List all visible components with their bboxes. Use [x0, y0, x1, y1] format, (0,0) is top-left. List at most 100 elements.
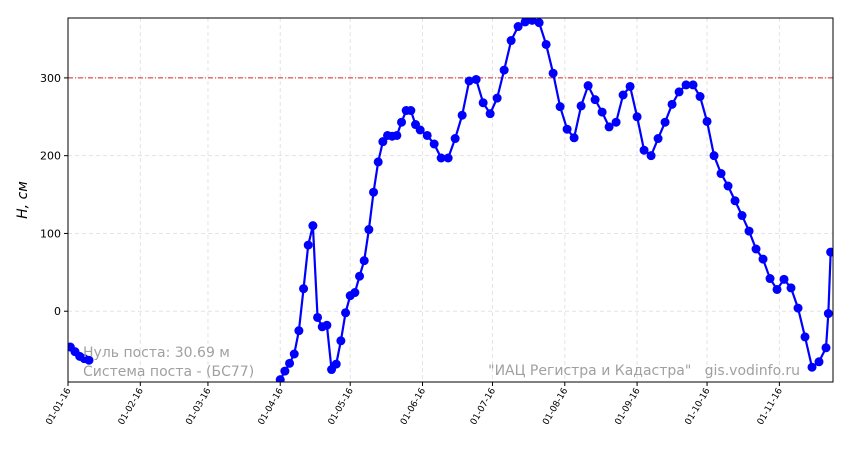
data-point [506, 36, 516, 46]
y-tick-label: 0 [54, 305, 61, 318]
data-point [639, 145, 649, 155]
data-point [373, 157, 383, 167]
plot-area [68, 18, 833, 382]
y-tick-label: 200 [40, 150, 61, 163]
data-point [723, 181, 733, 191]
data-point [364, 225, 374, 235]
data-point [821, 343, 831, 353]
data-point [406, 106, 416, 116]
data-point [443, 153, 453, 163]
data-point [359, 256, 369, 266]
data-point [618, 90, 628, 100]
data-point [625, 81, 635, 91]
data-point [336, 336, 346, 346]
data-point [84, 355, 94, 365]
data-point [397, 117, 407, 127]
data-point [576, 101, 586, 111]
data-point [392, 130, 402, 140]
data-point [422, 130, 432, 140]
annotation: "ИАЦ Регистра и Кадастра" gis.vodinfo.ru [488, 363, 800, 379]
data-point [492, 93, 502, 103]
data-point [772, 284, 782, 294]
data-point [350, 288, 360, 298]
data-point [299, 284, 309, 294]
data-point [569, 133, 579, 143]
data-point [289, 349, 299, 359]
data-point [555, 102, 565, 112]
data-point [800, 332, 810, 342]
x-tick-label: 01-08-16 [541, 386, 570, 427]
data-point [758, 254, 768, 264]
data-point [597, 107, 607, 117]
data-point [632, 112, 642, 122]
data-point [275, 375, 285, 382]
data-point [765, 274, 775, 284]
data-point [415, 125, 425, 135]
data-point [681, 80, 691, 90]
data-point [807, 362, 817, 372]
data-point [471, 74, 481, 84]
data-point [308, 221, 318, 231]
data-point [313, 312, 323, 322]
data-point [541, 39, 551, 49]
annotation: Нуль поста: 30.69 м [83, 345, 230, 361]
x-tick-label: 01-03-16 [184, 386, 213, 427]
data-point [823, 309, 833, 319]
data-point [513, 22, 523, 32]
data-point [436, 153, 446, 163]
data-point [695, 92, 705, 102]
data-point [611, 117, 621, 127]
data-point [590, 95, 600, 105]
data-point [464, 76, 474, 86]
data-point [660, 117, 670, 127]
data-point [534, 18, 544, 28]
data-point [527, 18, 537, 25]
data-point [744, 226, 754, 236]
x-tick-label: 01-04-16 [257, 386, 286, 427]
data-point [646, 151, 656, 161]
data-point [355, 271, 365, 281]
x-tick-label: 01-01-16 [45, 386, 74, 427]
data-point [779, 274, 789, 284]
data-point [485, 109, 495, 119]
data-point [285, 358, 295, 368]
data-point [709, 151, 719, 161]
data-point [548, 68, 558, 78]
x-tick-label: 01-09-16 [614, 386, 643, 427]
plot-frame [67, 17, 834, 383]
data-layer [68, 18, 833, 382]
data-point [280, 366, 290, 376]
data-point [751, 244, 761, 254]
data-point [793, 303, 803, 313]
x-tick-label: 01-05-16 [327, 386, 356, 427]
data-point [294, 326, 304, 336]
data-point [303, 240, 313, 250]
data-point [562, 124, 572, 134]
x-tick-label: 01-06-16 [399, 386, 428, 427]
data-point [520, 18, 530, 27]
data-point [341, 308, 351, 318]
data-point [786, 283, 796, 293]
data-point [478, 98, 488, 108]
annotation: Система поста - (БС77) [83, 364, 254, 380]
data-point [814, 357, 824, 367]
data-point [378, 137, 388, 147]
data-point [583, 81, 593, 91]
data-point [450, 134, 460, 144]
y-axis-label: H, см [15, 181, 31, 219]
data-point [331, 359, 341, 369]
data-point [716, 169, 726, 179]
x-tick-label: 01-11-16 [756, 386, 785, 427]
data-point [369, 187, 379, 197]
x-tick-label: 01-07-16 [469, 386, 498, 427]
data-point [429, 139, 439, 149]
data-point [702, 116, 712, 126]
data-point [674, 87, 684, 97]
data-point [730, 196, 740, 206]
data-point [826, 247, 833, 257]
x-tick-label: 01-10-16 [684, 386, 713, 427]
data-point [322, 320, 332, 330]
x-tick-label: 01-02-16 [117, 386, 146, 427]
data-point [667, 99, 677, 109]
